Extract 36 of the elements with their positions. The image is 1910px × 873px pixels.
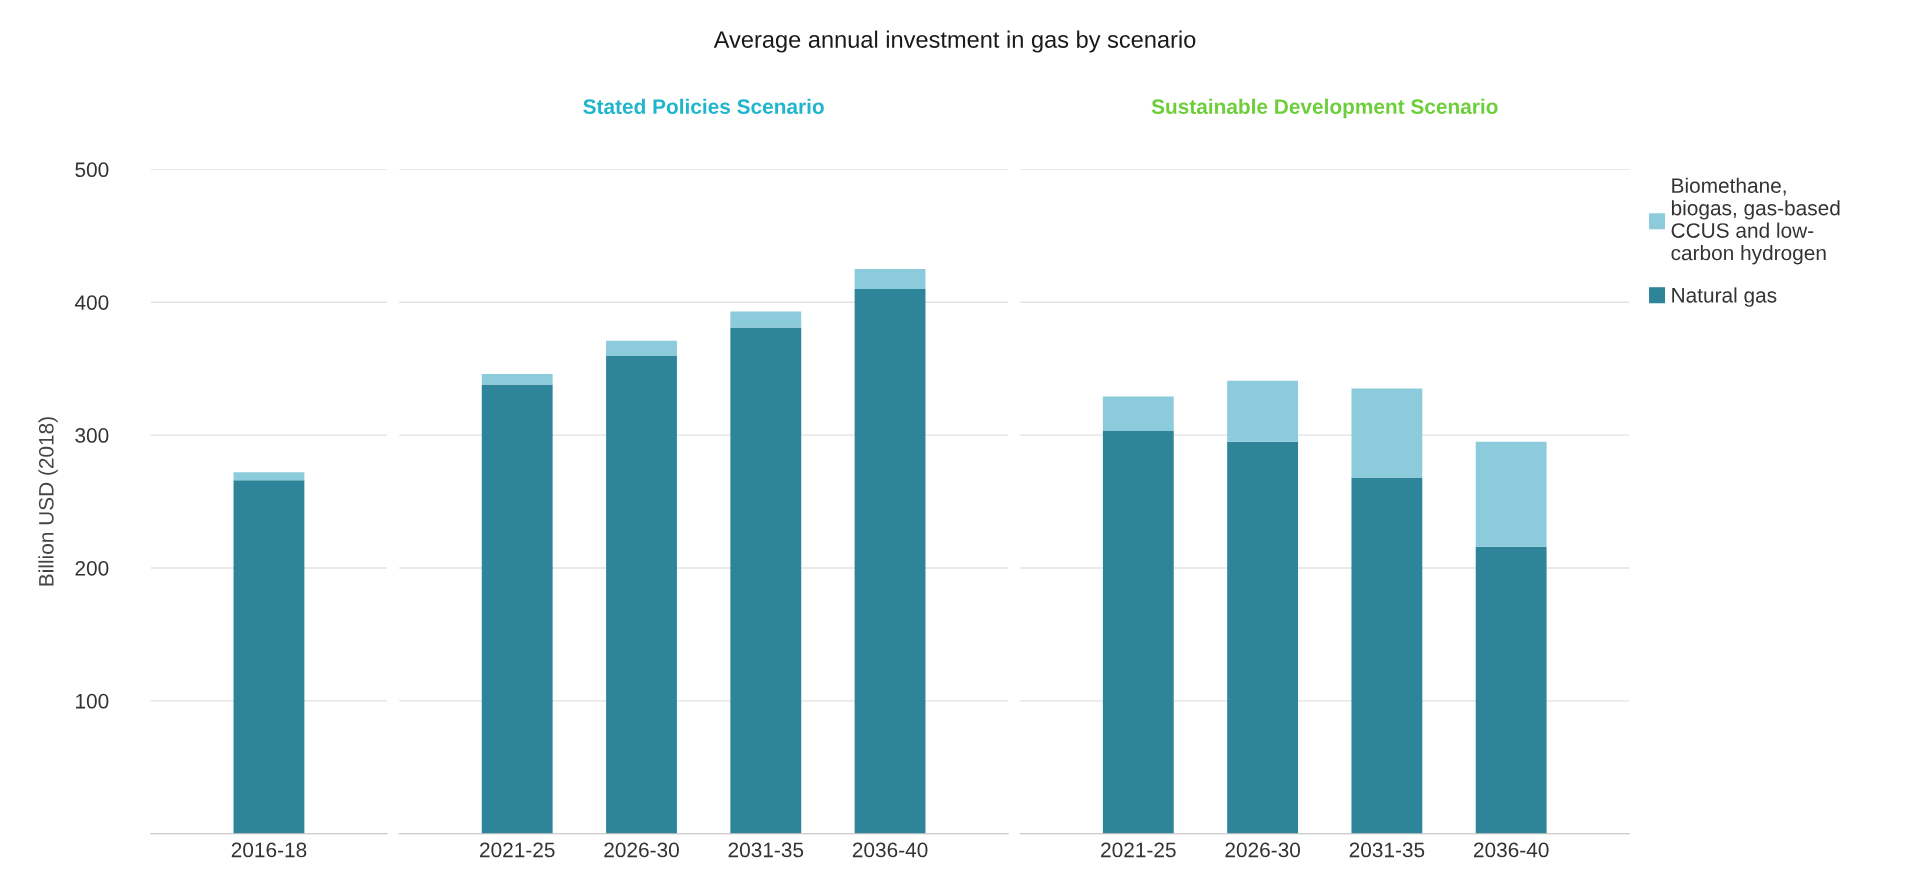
y-tick-label: 400 bbox=[74, 295, 109, 310]
legend-label: Natural gas bbox=[1672, 287, 1777, 307]
bar bbox=[1475, 441, 1547, 547]
y-tick-label: 100 bbox=[76, 693, 109, 709]
chart-subtitle: Sustainable Development Scenario bbox=[1151, 98, 1498, 119]
y-tick-label: 300 bbox=[75, 428, 109, 443]
x-tick-label: 2021-25 bbox=[480, 842, 555, 858]
chart-subtitle: Stated Policies Scenario bbox=[583, 98, 824, 115]
bar bbox=[606, 355, 677, 834]
bar bbox=[481, 373, 553, 385]
bar bbox=[1102, 396, 1174, 432]
bar bbox=[1475, 546, 1547, 834]
legend-label: Biomethane, biogas, gas-based CCUS and low- carbon hydrogen bbox=[1671, 177, 1840, 265]
bar bbox=[854, 269, 926, 289]
bar bbox=[1351, 388, 1423, 478]
bar bbox=[854, 288, 926, 834]
x-tick-label: 2031-35 bbox=[1349, 842, 1425, 858]
x-tick-label: 2026-30 bbox=[1225, 842, 1301, 858]
x-tick-label: 2016-18 bbox=[231, 842, 307, 858]
bar bbox=[481, 384, 553, 834]
x-tick-label: 2031-35 bbox=[728, 842, 804, 858]
bar bbox=[1351, 477, 1423, 834]
y-tick-label: 200 bbox=[75, 560, 109, 576]
x-tick-label: 2021-25 bbox=[1101, 842, 1176, 858]
bar bbox=[730, 327, 802, 834]
bar bbox=[606, 340, 677, 356]
bar bbox=[730, 311, 802, 328]
x-tick-label: 2026-30 bbox=[604, 842, 679, 858]
y-tick-label: 500 bbox=[75, 162, 109, 178]
bar bbox=[1227, 441, 1299, 834]
bar bbox=[1227, 380, 1299, 442]
bar bbox=[1102, 431, 1174, 834]
y-axis-title: Billion USD (2018) bbox=[38, 417, 58, 586]
x-tick-label: 2036-40 bbox=[1473, 842, 1549, 858]
x-tick-label: 2036-40 bbox=[852, 842, 928, 858]
chart-title: Average annual investment in gas by scenario bbox=[713, 30, 1196, 53]
